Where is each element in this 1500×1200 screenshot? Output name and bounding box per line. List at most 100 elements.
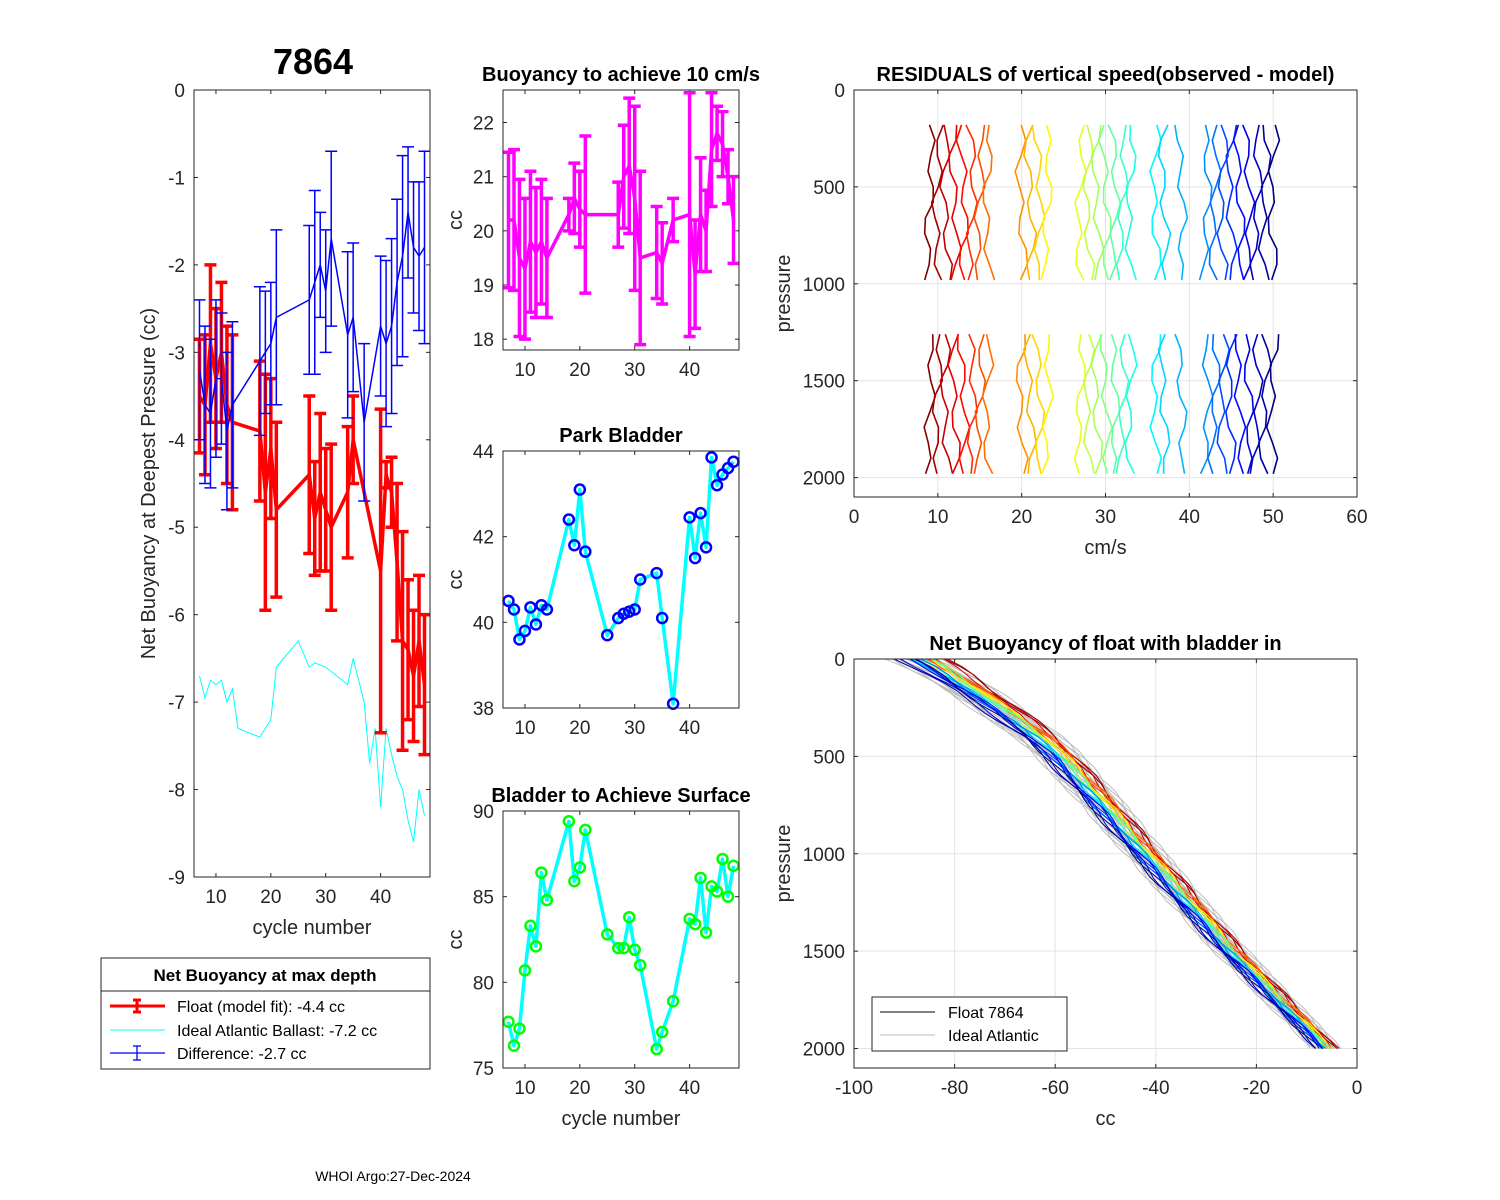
residual-profile xyxy=(939,124,954,281)
park-bladder-marker xyxy=(573,483,587,496)
difference-errorbar xyxy=(418,150,430,345)
park-bladder-marker xyxy=(601,628,614,642)
bladder-surface-marker xyxy=(579,823,592,837)
buoyancy-10cms-errorbar xyxy=(579,134,592,295)
y-axis-label: cc xyxy=(445,930,467,950)
x-axis-label: cm/s xyxy=(1084,537,1126,559)
residual-profile xyxy=(1157,124,1172,281)
difference-errorbar xyxy=(194,299,206,441)
y-tick-label: 19 xyxy=(473,276,494,297)
residual-profile xyxy=(1249,333,1264,474)
x-tick-label: 40 xyxy=(1179,507,1200,528)
residual-profile xyxy=(1243,334,1255,474)
bladder-surface-marker xyxy=(540,893,554,907)
y-tick-label: 500 xyxy=(813,178,845,199)
axes-frame xyxy=(853,658,1358,1069)
float-profile xyxy=(914,659,1323,1049)
x-tick-label: 60 xyxy=(1346,507,1367,528)
bladder-surface-marker xyxy=(699,926,713,939)
residual-profile xyxy=(1031,333,1046,474)
residual-profile xyxy=(923,124,936,281)
legend-entry-difference: Difference: -2.7 cc xyxy=(177,1046,307,1063)
y-tick-label: -7 xyxy=(168,693,185,714)
bladder-surface-marker xyxy=(710,885,724,898)
residual-profile xyxy=(948,124,963,281)
residual-profile xyxy=(1258,333,1273,475)
bladder-surface-marker xyxy=(518,964,532,977)
ideal-atlantic-profile xyxy=(935,659,1333,1049)
bladder-surface-marker xyxy=(612,941,625,955)
residual-profile xyxy=(1041,334,1055,475)
y-tick-label: 1500 xyxy=(803,942,845,963)
x-tick-label: 20 xyxy=(569,360,590,381)
y-tick-label: 2000 xyxy=(803,1040,845,1061)
residual-profile xyxy=(1014,124,1029,281)
buoyancy-10cms-errorbar xyxy=(540,196,553,320)
float-id-title: 7864 xyxy=(273,41,353,82)
park-bladder-marker xyxy=(540,603,554,616)
residual-profile xyxy=(956,334,971,474)
residual-profile xyxy=(1022,333,1038,474)
legend-difference-symbol xyxy=(110,1045,165,1061)
residual-profile xyxy=(965,124,979,281)
y-tick-label: 0 xyxy=(834,650,845,671)
residual-profile xyxy=(1090,124,1105,281)
residuals-panel: 0 10 20 30 40 50 60 0 500 1000 1500 2000 RESIDUALS o… xyxy=(773,64,1368,559)
residual-profile xyxy=(1157,333,1171,474)
bladder-surface-marker xyxy=(666,994,680,1008)
y-tick-label: 85 xyxy=(473,888,494,909)
x-axis-label: cycle number xyxy=(253,917,372,939)
difference-errorbar xyxy=(204,338,217,489)
x-tick-label: -40 xyxy=(1142,1078,1169,1099)
y-tick-label: 21 xyxy=(473,168,494,189)
bladder-surface-marker xyxy=(507,1039,521,1052)
y-tick-label: -6 xyxy=(168,606,185,627)
residual-profile xyxy=(1216,333,1231,474)
residual-profile xyxy=(1267,124,1281,281)
residual-profile xyxy=(1115,124,1129,281)
y-tick-label: 1500 xyxy=(803,372,845,393)
residual-profile xyxy=(1115,333,1130,474)
residual-profile xyxy=(1199,334,1214,475)
x-tick-label: 30 xyxy=(624,360,645,381)
park-bladder-marker xyxy=(683,511,696,524)
panel-title: Buoyancy to achieve 10 cm/s xyxy=(482,64,760,86)
residual-profile xyxy=(1207,334,1221,474)
residual-profile xyxy=(1090,333,1104,475)
x-axis-label: cc xyxy=(1096,1108,1116,1130)
park-bladder-marker xyxy=(529,618,543,631)
y-tick-label: 90 xyxy=(473,802,494,823)
y-tick-label: -4 xyxy=(168,431,185,452)
buoyancy-10cms-errorbar xyxy=(727,174,739,266)
residual-profile xyxy=(1099,334,1113,474)
float-profile xyxy=(899,659,1317,1049)
y-tick-label: -3 xyxy=(168,343,185,364)
residual-profile xyxy=(981,334,995,475)
panel-title: RESIDUALS of vertical speed(observed - m… xyxy=(877,64,1335,86)
float-fit-errorbar xyxy=(347,394,360,486)
y-tick-label: 0 xyxy=(834,81,845,102)
y-tick-label: 500 xyxy=(813,747,845,768)
park-bladder-marker xyxy=(562,513,576,526)
axes-frame xyxy=(502,450,740,709)
y-tick-label: 22 xyxy=(473,114,494,135)
y-tick-label: 20 xyxy=(473,222,494,243)
y-axis-label: pressure xyxy=(773,825,795,903)
axes-frame xyxy=(193,89,431,878)
bladder-surface-marker xyxy=(568,874,581,888)
park-bladder-marker xyxy=(513,633,526,646)
difference-errorbar xyxy=(308,189,321,375)
y-tick-label: 40 xyxy=(473,613,494,634)
park-bladder-marker xyxy=(694,506,707,520)
park-bladder-marker xyxy=(666,697,680,710)
y-axis-label: cc xyxy=(445,210,467,230)
y-tick-label: 0 xyxy=(174,81,185,102)
x-tick-label: 10 xyxy=(205,887,226,908)
difference-errorbar xyxy=(413,181,426,332)
ideal-atlantic-line xyxy=(199,639,426,843)
bladder-surface-marker xyxy=(622,910,636,924)
difference-line xyxy=(198,211,426,432)
legend-entry-float-7864: Float 7864 xyxy=(948,1005,1024,1022)
residual-profile xyxy=(1225,333,1238,474)
